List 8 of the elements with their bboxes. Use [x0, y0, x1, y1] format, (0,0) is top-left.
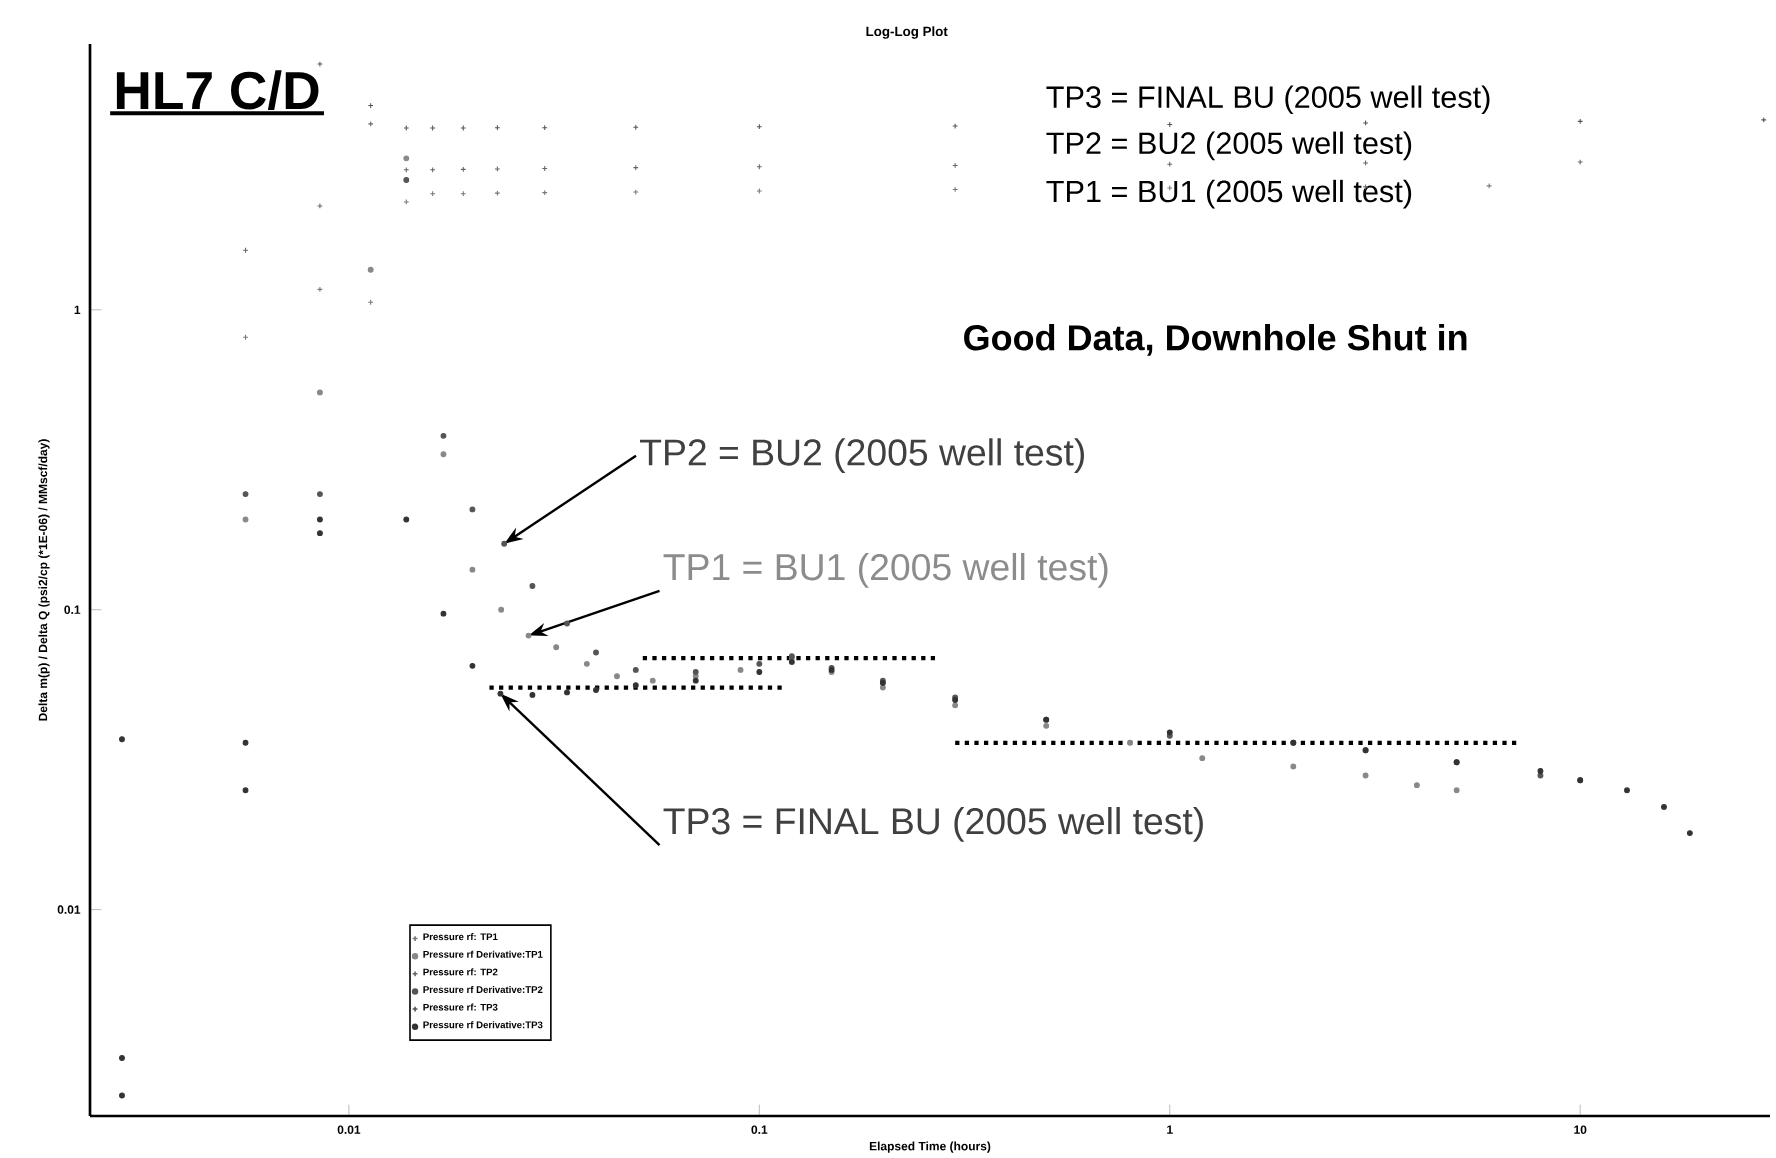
annotation: TP1 = BU1 (2005 well test)	[663, 552, 1108, 588]
annotation: TP3 = FINAL BU (2005 well test)	[663, 807, 1203, 842]
annotation: HL7 C/D	[116, 70, 319, 110]
annotation: TP3 = FINAL BU (2005 well test)	[1046, 85, 1490, 115]
annotation: TP2 = BU2 (2005 well test)	[640, 438, 1084, 474]
annotation: TP1 = BU1 (2005 well test)	[1046, 179, 1412, 209]
annotation: TP2 = BU2 (2005 well test)	[1046, 131, 1412, 161]
annotation: Good Data, Downhole Shut in	[964, 324, 1467, 356]
